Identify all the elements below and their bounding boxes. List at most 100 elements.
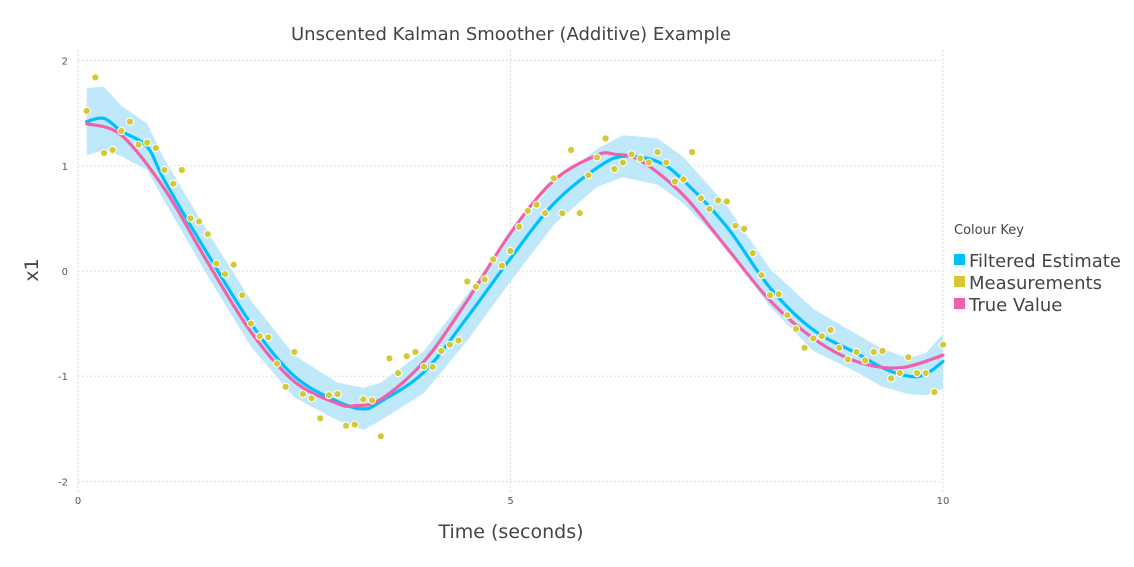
measurement-point [645,159,652,166]
measurement-point [256,333,263,340]
measurement-point [637,155,644,162]
measurement-point [533,201,540,208]
measurement-point [810,335,817,342]
measurement-point [204,231,211,238]
measurement-point [654,149,661,156]
measurement-point [732,222,739,229]
measurement-point [550,175,557,182]
measurement-point [369,397,376,404]
measurement-point [481,276,488,283]
measurement-point [109,146,116,153]
measurement-point [836,344,843,351]
measurement-point [784,312,791,319]
measurement-point [498,262,505,269]
legend-swatch-measurements [954,276,965,287]
measurement-point [92,74,99,81]
measurement-point [844,356,851,363]
measurement-point [291,348,298,355]
measurement-point [161,166,168,173]
measurement-point [490,256,497,263]
measurement-point [334,391,341,398]
measurement-point [135,141,142,148]
measurement-point [196,218,203,225]
measurement-point [100,150,107,157]
x-axis-label: Time (seconds) [437,521,583,543]
measurement-point [741,225,748,232]
measurement-point [178,166,185,173]
y-tick-label: 1 [62,162,68,173]
measurement-point [230,261,237,268]
measurement-point [420,363,427,370]
measurement-point [213,260,220,267]
measurement-point [126,118,133,125]
measurement-point [273,360,280,367]
measurement-point [412,348,419,355]
measurement-point [568,146,575,153]
measurement-point [619,159,626,166]
measurement-point [524,207,531,214]
measurement-point [239,292,246,299]
measurement-point [766,292,773,299]
chart-title: Unscented Kalman Smoother (Additive) Exa… [291,24,731,45]
measurement-point [775,291,782,298]
legend-title: Colour Key [954,223,1024,238]
measurement-point [265,334,272,341]
measurement-point [187,215,194,222]
measurement-point [922,370,929,377]
measurement-point [801,344,808,351]
measurement-point [152,144,159,151]
confidence-band-layer [87,87,943,430]
measurement-point [317,415,324,422]
measurement-point [853,348,860,355]
measurement-point [888,375,895,382]
measurement-point [905,354,912,361]
measurement-point [377,433,384,440]
measurement-point [455,337,462,344]
measurement-point [671,178,678,185]
measurement-point [360,396,367,403]
measurement-point [758,272,765,279]
measurement-point [896,370,903,377]
measurement-point [723,198,730,205]
measurement-point [429,363,436,370]
measurement-point [446,341,453,348]
measurement-point [351,421,358,428]
measurement-point [931,388,938,395]
measurement-point [862,357,869,364]
measurement-point [386,355,393,362]
y-tick-label: -1 [58,372,68,383]
measurement-point [542,210,549,217]
measurement-point [680,176,687,183]
legend-label-true-value: True Value [968,295,1062,316]
measurement-point [663,159,670,166]
measurement-point [706,205,713,212]
measurement-point [585,172,592,179]
measurement-point [818,333,825,340]
measurement-point [913,370,920,377]
measurement-point [170,180,177,187]
measurement-point [827,326,834,333]
y-tick-label: 0 [62,267,68,278]
y-tick-label: -2 [58,477,68,488]
measurement-point [602,135,609,142]
legend-label-filtered-estimate: Filtered Estimate [969,251,1121,272]
measurement-point [343,422,350,429]
legend-swatch-true-value [954,298,965,309]
measurement-point [395,370,402,377]
legend-swatch-filtered-estimate [954,254,965,265]
measurement-point [464,278,471,285]
measurement-point [299,391,306,398]
measurement-point [939,341,946,348]
x-tick-label: 10 [937,496,950,507]
measurement-point [83,107,90,114]
measurement-point [715,197,722,204]
measurement-point [144,139,151,146]
measurement-point [507,247,514,254]
measurement-point [576,210,583,217]
filtered-estimate-confidence-band [87,87,943,430]
measurement-point [308,395,315,402]
measurement-point [516,223,523,230]
measurement-point [628,151,635,158]
measurement-point [611,165,618,172]
